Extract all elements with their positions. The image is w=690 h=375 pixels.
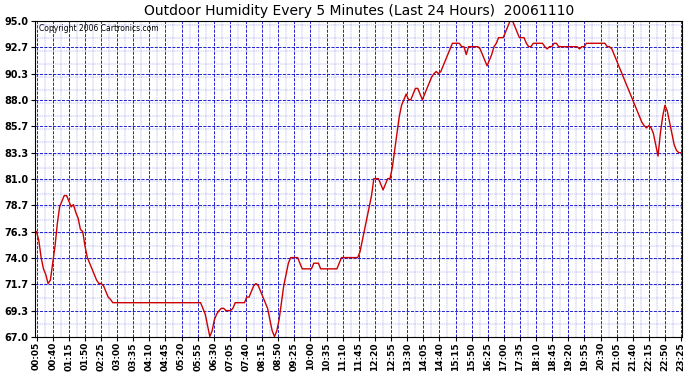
Text: Copyright 2006 Cartronics.com: Copyright 2006 Cartronics.com xyxy=(39,24,158,33)
Title: Outdoor Humidity Every 5 Minutes (Last 24 Hours)  20061110: Outdoor Humidity Every 5 Minutes (Last 2… xyxy=(144,4,574,18)
